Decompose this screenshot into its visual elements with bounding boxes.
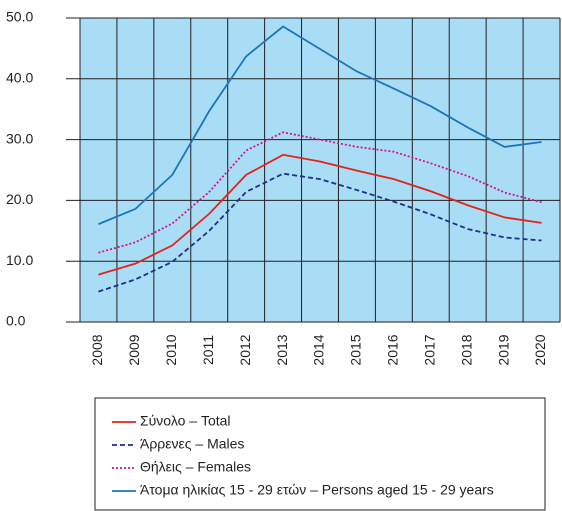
x-tick-label: 2013 bbox=[274, 334, 290, 365]
x-tick-label: 2016 bbox=[385, 334, 401, 365]
x-tick-label: 2011 bbox=[200, 335, 216, 365]
y-tick-label: 20.0 bbox=[6, 191, 33, 207]
x-tick-label: 2017 bbox=[421, 334, 437, 365]
legend-label: Άρρενες – Males bbox=[140, 436, 244, 452]
y-tick-label: 0.0 bbox=[6, 313, 26, 329]
y-tick-label: 50.0 bbox=[6, 9, 33, 25]
x-tick-label: 2018 bbox=[458, 334, 474, 365]
series-line bbox=[98, 25, 542, 225]
legend-label: Άτομα ηλικίας 15 - 29 ετών – Persons age… bbox=[140, 482, 494, 498]
plot-background bbox=[80, 18, 560, 322]
legend-box bbox=[94, 397, 546, 511]
y-tick-label: 30.0 bbox=[6, 130, 33, 146]
x-tick-label: 2014 bbox=[311, 334, 327, 365]
legend-label: Σύνολο – Total bbox=[140, 413, 231, 429]
y-tick-label: 10.0 bbox=[6, 252, 33, 268]
x-tick-label: 2008 bbox=[89, 334, 105, 365]
series-line bbox=[98, 153, 542, 276]
x-tick-label: 2015 bbox=[348, 334, 364, 365]
y-tick-label: 40.0 bbox=[6, 70, 33, 86]
x-tick-label: 2020 bbox=[532, 334, 548, 365]
x-tick-label: 2019 bbox=[495, 334, 511, 365]
x-tick-label: 2012 bbox=[237, 334, 253, 365]
x-tick-label: 2010 bbox=[163, 334, 179, 365]
legend-label: Θήλεις – Females bbox=[140, 459, 251, 475]
series-line bbox=[98, 172, 542, 293]
x-tick-label: 2009 bbox=[126, 334, 142, 365]
